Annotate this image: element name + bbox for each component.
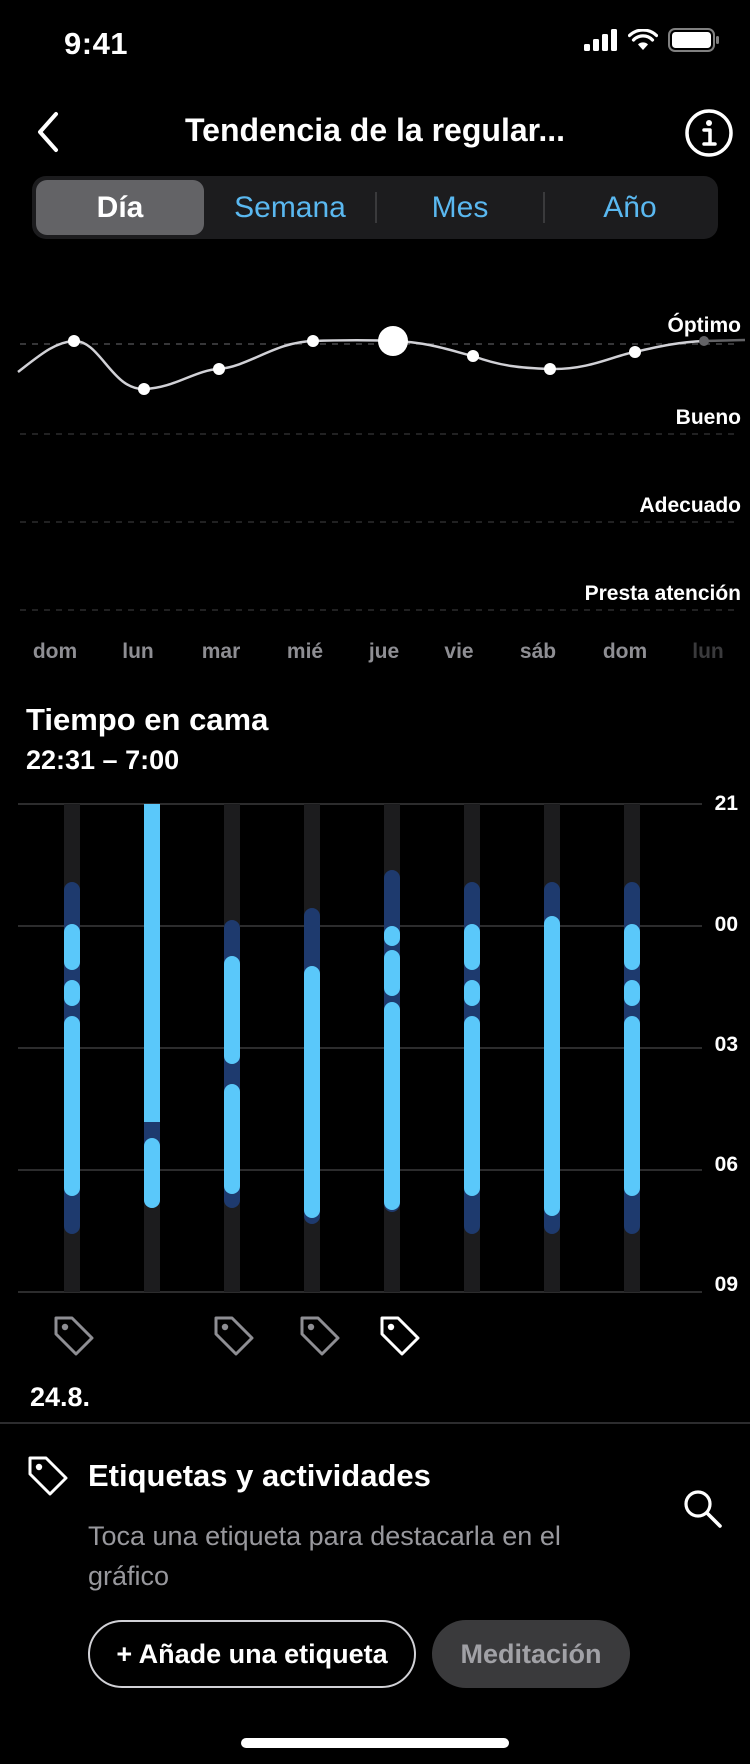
- tag-icon[interactable]: [298, 1314, 342, 1358]
- hour-label: 03: [714, 1033, 738, 1056]
- bar-asleep: [624, 924, 640, 970]
- tags-section-title: Etiquetas y actividades: [88, 1458, 431, 1493]
- signal-icon: [584, 29, 617, 51]
- regularity-trend-chart: [17, 326, 746, 611]
- trend-point[interactable]: [138, 383, 150, 395]
- level-label-presta: Presta atención: [584, 582, 741, 605]
- hour-label: 21: [714, 792, 738, 815]
- trend-point[interactable]: [307, 335, 319, 347]
- day-label[interactable]: lun: [692, 640, 724, 663]
- day-label[interactable]: mié: [286, 640, 324, 663]
- bar-asleep: [64, 924, 80, 970]
- bar-asleep: [384, 950, 400, 996]
- hour-label: 00: [714, 913, 738, 936]
- bar-asleep: [384, 1002, 400, 1210]
- bed-bar-column-selected[interactable]: [384, 804, 400, 1292]
- bar-asleep: [624, 1016, 640, 1196]
- battery-icon: [668, 28, 719, 52]
- bed-time-chart: [18, 803, 702, 1293]
- tag-icon[interactable]: [212, 1314, 256, 1358]
- status-time: 9:41: [64, 26, 129, 61]
- day-label[interactable]: dom: [602, 640, 648, 663]
- bed-time-range: 22:31 – 7:00: [26, 745, 180, 775]
- day-label[interactable]: sáb: [519, 640, 557, 663]
- bar-asleep: [464, 980, 480, 1006]
- back-button[interactable]: [20, 104, 76, 160]
- wifi-icon: [628, 29, 658, 50]
- day-label[interactable]: vie: [444, 640, 474, 663]
- home-indicator[interactable]: [241, 1738, 509, 1748]
- bar-asleep: [64, 1016, 80, 1196]
- bar-asleep: [384, 926, 400, 946]
- level-label-optimo: Óptimo: [667, 314, 742, 337]
- bar-asleep: [224, 956, 240, 1064]
- trend-point-future: [699, 336, 709, 346]
- segment-week[interactable]: Semana: [234, 190, 346, 224]
- tag-icon: [28, 1456, 68, 1496]
- day-label[interactable]: lun: [122, 640, 154, 663]
- trend-point-selected[interactable]: [378, 326, 408, 356]
- bed-bar-column[interactable]: [624, 804, 640, 1292]
- tag-icon-selected[interactable]: [378, 1314, 422, 1358]
- bed-bar-column[interactable]: [144, 804, 160, 1292]
- bed-bar-column[interactable]: [64, 804, 80, 1292]
- segment-day[interactable]: Día: [36, 180, 204, 235]
- chevron-left-icon: [38, 112, 58, 152]
- tags-section-subtitle: Toca una etiqueta para destacarla en el …: [88, 1521, 561, 1591]
- level-label-bueno: Bueno: [675, 406, 741, 429]
- period-segmented-control: Día Semana Mes Año: [32, 176, 718, 239]
- bar-asleep: [224, 1084, 240, 1194]
- tag-icon[interactable]: [52, 1314, 96, 1358]
- selected-date: 24.8.: [30, 1382, 91, 1412]
- bar-asleep: [544, 916, 560, 1216]
- trend-point[interactable]: [467, 350, 479, 362]
- section-divider: [0, 1422, 750, 1424]
- bar-asleep: [144, 804, 160, 1122]
- segment-divider: [543, 192, 545, 223]
- trend-point[interactable]: [629, 346, 641, 358]
- bed-bar-column[interactable]: [544, 804, 560, 1292]
- trend-point[interactable]: [213, 363, 225, 375]
- add-tag-button[interactable]: + Añade una etiqueta: [88, 1620, 416, 1688]
- hour-label: 06: [714, 1153, 738, 1176]
- search-icon: [684, 1490, 722, 1528]
- day-label[interactable]: jue: [368, 640, 400, 663]
- bed-bar-column[interactable]: [304, 804, 320, 1292]
- segment-month[interactable]: Mes: [431, 190, 489, 224]
- segment-year[interactable]: Año: [603, 190, 657, 224]
- info-button[interactable]: [684, 108, 734, 158]
- bar-asleep: [304, 966, 320, 1218]
- status-icons: [584, 28, 720, 52]
- day-label[interactable]: dom: [32, 640, 78, 663]
- info-icon: [685, 109, 733, 157]
- bed-time-title: Tiempo en cama: [26, 702, 269, 737]
- tag-chip-meditation[interactable]: Meditación: [432, 1620, 630, 1688]
- level-label-adecuado: Adecuado: [639, 494, 741, 517]
- bar-asleep: [624, 980, 640, 1006]
- day-label[interactable]: mar: [201, 640, 241, 663]
- page-title: Tendencia de la regular...: [185, 112, 565, 148]
- bed-bar-column[interactable]: [224, 804, 240, 1292]
- hour-label: 09: [714, 1273, 738, 1296]
- trend-point[interactable]: [68, 335, 80, 347]
- bar-asleep: [144, 1138, 160, 1208]
- search-button[interactable]: [680, 1486, 726, 1532]
- bar-asleep: [64, 980, 80, 1006]
- bed-bar-column[interactable]: [464, 804, 480, 1292]
- trend-line-future: [703, 338, 746, 343]
- bar-asleep: [464, 924, 480, 970]
- segment-divider: [375, 192, 377, 223]
- trend-line: [17, 339, 705, 391]
- trend-point[interactable]: [544, 363, 556, 375]
- bar-asleep: [464, 1016, 480, 1196]
